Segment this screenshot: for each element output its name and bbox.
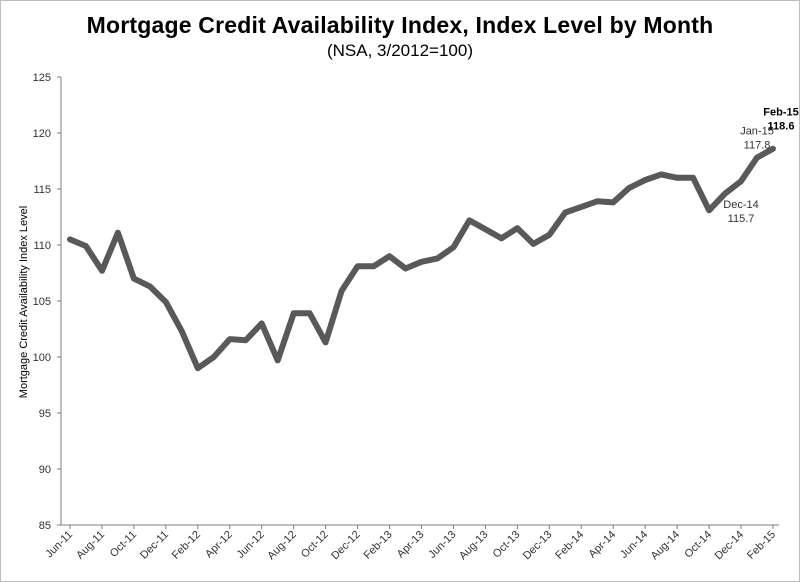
data-point (341, 290, 343, 292)
annotation-value: 117.8 (744, 140, 771, 152)
chart-subtitle: (NSA, 3/2012=100) (326, 41, 473, 60)
data-point (181, 330, 183, 332)
data-point (309, 312, 311, 314)
y-tick-label: 115 (33, 184, 51, 196)
x-tick-label: Dec-14 (713, 529, 747, 563)
data-point (373, 265, 375, 267)
data-point (325, 341, 327, 343)
x-tick-label: Jun-11 (43, 529, 75, 561)
data-point (245, 339, 247, 341)
y-tick-label: 120 (33, 128, 51, 140)
annotation-label: Feb-15 (763, 107, 798, 119)
data-point (596, 200, 598, 202)
data-point (516, 227, 518, 229)
data-point (708, 209, 710, 211)
y-tick-label: 95 (39, 408, 51, 420)
data-point (421, 261, 422, 263)
data-point (261, 322, 263, 324)
x-tick-label: Feb-12 (170, 529, 203, 562)
x-tick-label: Feb-15 (745, 529, 778, 562)
data-point (740, 180, 742, 182)
data-point (133, 278, 135, 280)
data-point (389, 255, 390, 257)
annotation-label: Jan-15 (740, 126, 774, 138)
y-axis-label: Mortgage Credit Availability Index Level (18, 206, 30, 398)
x-tick-label: Apr-13 (395, 529, 427, 561)
data-point (213, 356, 215, 358)
data-point (85, 245, 87, 247)
data-point (500, 237, 502, 239)
annotation-value: 115.7 (728, 213, 755, 225)
annotations: Dec-14 115.7 Jan-15 117.8 Feb-15 118.6 (723, 107, 798, 225)
data-point (405, 268, 406, 269)
x-tick-label: Apr-12 (203, 529, 235, 561)
data-point (612, 201, 614, 203)
annotation-label: Dec-14 (723, 199, 758, 211)
x-tick-label: Oct-13 (491, 529, 523, 561)
data-point (772, 148, 774, 150)
y-tick-label: 110 (33, 240, 51, 252)
data-point (229, 338, 231, 340)
x-tick-label: Apr-14 (587, 529, 619, 561)
y-tick-label: 125 (33, 72, 51, 84)
x-tick-label: Oct-11 (108, 529, 139, 560)
data-point (692, 177, 694, 179)
x-tick-label: Jun-14 (618, 529, 650, 561)
x-tick-label: Aug-13 (457, 529, 491, 563)
data-point (756, 157, 758, 159)
data-point (357, 265, 359, 267)
data-point (468, 219, 470, 221)
data-point (548, 234, 550, 236)
data-point (197, 367, 199, 369)
data-point (101, 270, 103, 272)
series-group (67, 145, 776, 372)
y-tick-label: 90 (39, 464, 51, 476)
data-point (484, 228, 486, 230)
y-ticks: 85 90 95 100 105 110 115 120 125 (33, 72, 61, 532)
x-tick-label: Jun-12 (235, 529, 267, 561)
x-tick-label: Dec-11 (138, 529, 171, 562)
data-point (532, 243, 534, 245)
x-tick-label: Oct-12 (299, 529, 331, 561)
data-point (564, 212, 566, 213)
data-point (437, 257, 438, 259)
data-point (580, 206, 582, 208)
series-line (67, 145, 776, 372)
data-point (724, 193, 726, 194)
x-tick-label: Aug-12 (265, 529, 299, 563)
y-tick-label: 105 (33, 296, 51, 308)
data-point (628, 187, 630, 189)
y-tick-label: 85 (39, 520, 51, 532)
y-tick-label: 100 (33, 352, 51, 364)
data-point (149, 285, 151, 287)
x-tick-label: Feb-14 (553, 529, 586, 562)
data-point (69, 238, 71, 240)
data-point (117, 232, 119, 234)
annotation-value: 118.6 (768, 121, 795, 133)
x-tick-label: Aug-14 (649, 529, 683, 563)
data-point (676, 177, 678, 179)
data-point (293, 312, 295, 314)
data-point (644, 179, 646, 181)
x-tick-label: Oct-14 (682, 529, 714, 561)
x-tick-label: Aug-11 (74, 529, 107, 562)
x-tick-label: Dec-12 (329, 529, 363, 563)
chart-title: Mortgage Credit Availability Index, Inde… (86, 12, 714, 38)
x-tick-label: Dec-13 (521, 529, 555, 563)
x-tick-label: Feb-13 (362, 529, 395, 562)
data-point (277, 359, 279, 361)
data-point (660, 173, 662, 175)
data-point (453, 246, 454, 248)
x-tick-label: Jun-13 (426, 529, 458, 561)
data-point (165, 301, 167, 303)
